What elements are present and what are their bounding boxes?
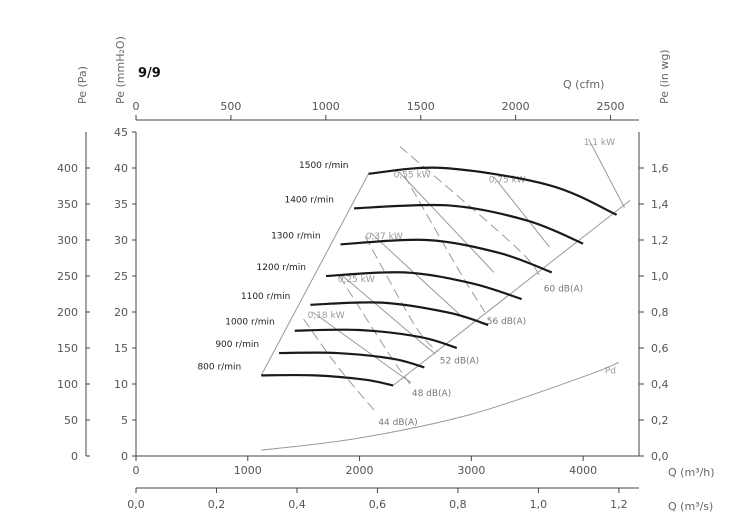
y-outer-tick-label: 300 <box>57 234 78 247</box>
y-right-tick-label: 1,4 <box>651 198 669 211</box>
y-right-tick-label: 1,0 <box>651 270 669 283</box>
y-outer-tick-label: 50 <box>64 414 78 427</box>
y-right-tick-label: 0,6 <box>651 342 669 355</box>
power-line-label: 0,25 kW <box>338 275 375 285</box>
y-inner-tick-label: 15 <box>114 342 128 355</box>
x-bottom2-tick-label: 0,6 <box>369 498 387 511</box>
y-inner-tick-label: 20 <box>114 306 128 319</box>
x-bottom1-title: Q (m³/h) <box>668 466 715 479</box>
x-bottom1-tick-label: 4000 <box>569 464 597 477</box>
x-bottom1-tick-label: 2000 <box>346 464 374 477</box>
power-line <box>312 311 412 383</box>
sound-line-label: 52 dB(A) <box>440 357 479 367</box>
y-right-tick-label: 0,8 <box>651 306 669 319</box>
sound-line-label: 56 dB(A) <box>487 317 526 327</box>
x-bottom1-tick-label: 3000 <box>457 464 485 477</box>
x-top-tick-label: 2500 <box>597 100 625 113</box>
y-inner-tick-label: 0 <box>121 450 128 463</box>
speed-curve-label: 1100 r/min <box>241 292 290 302</box>
sound-line <box>364 236 439 352</box>
speed-curve <box>261 373 394 387</box>
power-line <box>493 176 550 248</box>
pd-curve-label: Pd <box>605 366 616 376</box>
speed-curve <box>353 203 584 245</box>
power-line <box>370 232 464 319</box>
right-boundary-line <box>392 200 631 386</box>
x-bottom2-tick-label: 0,4 <box>288 498 306 511</box>
x-bottom2-tick-label: 1,0 <box>530 498 548 511</box>
sound-line-label: 44 dB(A) <box>378 418 417 428</box>
y-inner-tick-label: 45 <box>114 126 128 139</box>
power-line-label: 0,75 kW <box>489 176 526 186</box>
x-bottom2-tick-label: 0,0 <box>127 498 145 511</box>
speed-curve-label: 900 r/min <box>215 340 259 350</box>
x-bottom2-tick-label: 0,2 <box>208 498 226 511</box>
y-inner-tick-label: 40 <box>114 162 128 175</box>
y-inner-tick-label: 10 <box>114 378 128 391</box>
power-line <box>398 171 495 273</box>
x-top-tick-label: 0 <box>133 100 140 113</box>
power-line-label: 0,18 kW <box>308 311 345 321</box>
y-left-outer-title: Pe (Pa) <box>76 66 89 104</box>
power-line <box>588 138 625 208</box>
x-bottom1-tick-label: 0 <box>133 464 140 477</box>
sound-line <box>403 174 486 313</box>
chart-title: 9/9 <box>138 66 161 81</box>
power-line-label: 0,37 kW <box>366 232 403 242</box>
sound-line-label: 60 dB(A) <box>544 285 583 295</box>
x-top-tick-label: 1500 <box>407 100 435 113</box>
x-bottom2-tick-label: 1,2 <box>610 498 628 511</box>
y-outer-tick-label: 250 <box>57 270 78 283</box>
sound-line <box>399 146 543 280</box>
speed-curve-label: 1300 r/min <box>271 231 320 241</box>
y-inner-tick-label: 25 <box>114 270 128 283</box>
y-inner-tick-label: 5 <box>121 414 128 427</box>
speed-curve-label: 1400 r/min <box>284 195 333 205</box>
speed-curve <box>310 301 489 327</box>
x-top-tick-label: 500 <box>220 100 241 113</box>
y-inner-tick-label: 35 <box>114 198 128 211</box>
x-top-title: Q (cfm) <box>563 78 604 91</box>
speed-curve-label: 1000 r/min <box>225 318 274 328</box>
speed-curve-label: 800 r/min <box>197 362 241 372</box>
y-left-inner-title: Pe (mmH₂O) <box>114 36 127 104</box>
power-line <box>342 275 436 355</box>
speed-curve-label: 1500 r/min <box>299 161 348 171</box>
y-right-tick-label: 0,2 <box>651 414 669 427</box>
chart-layer: 0 5 10 15 20 25 30 35 40 45 0 50 100 150 200 250 300 350 4… <box>57 100 669 511</box>
x-bottom1-tick-label: 1000 <box>234 464 262 477</box>
speed-curve <box>294 328 458 350</box>
y-outer-tick-label: 0 <box>71 450 78 463</box>
y-outer-tick-label: 200 <box>57 306 78 319</box>
left-boundary-line <box>260 173 369 376</box>
y-right-tick-label: 0,0 <box>651 450 669 463</box>
y-right-tick-label: 1,6 <box>651 162 669 175</box>
sound-line-label: 48 dB(A) <box>412 389 451 399</box>
y-right-tick-label: 0,4 <box>651 378 669 391</box>
speed-curve <box>325 271 522 301</box>
sound-line <box>303 318 377 414</box>
sound-line <box>339 275 411 385</box>
y-inner-tick-label: 30 <box>114 234 128 247</box>
pd-curve <box>261 361 620 451</box>
speed-curve <box>368 166 618 216</box>
y-right-tick-label: 1,2 <box>651 234 669 247</box>
speed-curve <box>279 351 425 369</box>
y-right-title: Pe (in wg) <box>658 49 671 104</box>
x-top-tick-label: 1000 <box>312 100 340 113</box>
speed-curve <box>340 238 553 274</box>
x-bottom2-tick-label: 0,8 <box>449 498 467 511</box>
x-bottom2-title: Q (m³/s) <box>668 500 713 513</box>
power-line-label: 0,55 kW <box>394 171 431 181</box>
x-top-tick-label: 2000 <box>502 100 530 113</box>
power-line-label: 1,1 kW <box>584 138 615 148</box>
y-outer-tick-label: 150 <box>57 342 78 355</box>
y-outer-tick-label: 100 <box>57 378 78 391</box>
speed-curve-label: 1200 r/min <box>257 263 306 273</box>
y-outer-tick-label: 400 <box>57 162 78 175</box>
y-outer-tick-label: 350 <box>57 198 78 211</box>
